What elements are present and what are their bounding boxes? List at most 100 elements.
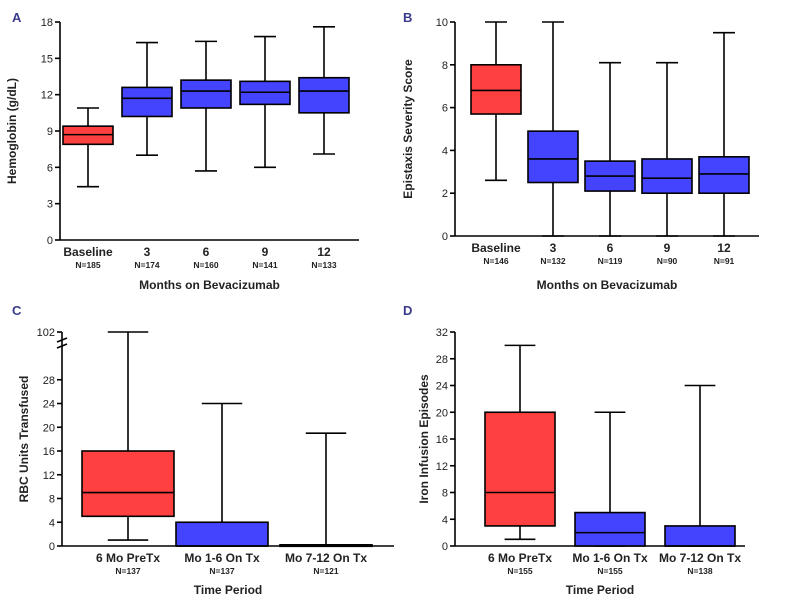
x-axis-title: Time Period	[194, 583, 262, 597]
x-category-label: 12	[717, 241, 731, 255]
x-category-label: 6 Mo PreTx	[96, 551, 160, 565]
sample-size-label: N=132	[540, 256, 566, 266]
y-tick-label: 28	[436, 354, 448, 366]
y-tick-label: 4	[442, 145, 448, 157]
x-category-label: Mo 1-6 On Tx	[572, 551, 648, 565]
sample-size-label: N=119	[598, 256, 623, 266]
y-tick-label: 12	[43, 470, 55, 482]
x-axis-title: Time Period	[566, 583, 634, 597]
x-category-label: Mo 7-12 On Tx	[659, 551, 741, 565]
x-category-label: Mo 1-6 On Tx	[184, 551, 260, 565]
x-category-label: 6	[203, 245, 210, 259]
y-tick-label: 9	[47, 126, 53, 138]
panel-letter: D	[403, 303, 412, 318]
iqr-box	[121, 86, 173, 118]
x-category-label: 3	[550, 241, 557, 255]
panel-a: A0369121518BaselineN=1853N=1746N=1609N=1…	[5, 10, 359, 292]
y-tick-label: 0	[442, 541, 448, 553]
sample-size-label: N=91	[714, 256, 735, 266]
box-a-4	[298, 26, 350, 155]
sample-size-label: N=155	[597, 566, 623, 576]
iqr-box	[180, 79, 232, 109]
sample-size-label: N=160	[193, 260, 219, 270]
y-tick-label: 20	[43, 422, 55, 434]
sample-size-label: N=137	[115, 566, 141, 576]
axis-break-mark	[56, 343, 68, 349]
axis-break-mark	[56, 337, 68, 343]
y-tick-label: 6	[442, 103, 448, 115]
y-tick-label: 24	[43, 399, 55, 411]
sample-size-label: N=90	[657, 256, 678, 266]
x-category-label: Baseline	[471, 241, 521, 255]
y-tick-label: 3	[47, 199, 53, 211]
y-tick-label: 28	[43, 375, 55, 387]
iqr-box	[527, 130, 579, 184]
iqr-box	[641, 158, 693, 195]
sample-size-label: N=174	[134, 260, 160, 270]
y-tick-label: 0	[49, 541, 55, 553]
y-tick-label: 10	[436, 17, 448, 29]
box-b-1	[527, 21, 579, 237]
iqr-box	[470, 64, 522, 115]
box-b-2	[584, 61, 636, 237]
y-axis-title: Epistaxis Severity Score	[401, 59, 415, 199]
box-c-1	[175, 402, 269, 547]
y-tick-label: 4	[49, 517, 55, 529]
iqr-box	[484, 411, 556, 527]
x-category-label: Mo 7-12 On Tx	[285, 551, 367, 565]
box-b-3	[641, 61, 693, 237]
panel-letter: B	[403, 10, 412, 25]
box-a-1	[121, 41, 173, 157]
box-d-2	[664, 384, 736, 547]
box-a-2	[180, 40, 232, 172]
box-d-0	[484, 344, 556, 541]
y-tick-label: 8	[442, 60, 448, 72]
y-tick-label: 24	[436, 381, 448, 393]
iqr-box	[298, 76, 350, 114]
sample-size-label: N=137	[209, 566, 235, 576]
box-b-0	[470, 21, 522, 182]
sample-size-label: N=185	[75, 260, 101, 270]
x-category-label: 3	[144, 245, 151, 259]
y-tick-label: 6	[47, 162, 53, 174]
iqr-box	[175, 521, 269, 547]
y-tick-label: 102	[37, 327, 55, 339]
x-axis-title: Months on Bevacizumab	[537, 278, 678, 292]
x-axis-title: Months on Bevacizumab	[139, 278, 280, 292]
y-axis-title: RBC Units Transfused	[17, 376, 31, 503]
box-d-1	[574, 411, 646, 547]
y-axis-title: Hemoglobin (g/dL)	[5, 78, 19, 184]
y-tick-label: 2	[442, 188, 448, 200]
x-category-label: 9	[664, 241, 671, 255]
y-tick-label: 12	[436, 461, 448, 473]
y-tick-label: 20	[436, 407, 448, 419]
panel-letter: A	[12, 10, 22, 25]
box-c-2	[279, 432, 373, 548]
x-category-label: 9	[262, 245, 269, 259]
box-a-3	[239, 35, 291, 169]
sample-size-label: N=146	[483, 256, 509, 266]
sample-size-label: N=121	[313, 566, 339, 576]
box-a-0	[62, 107, 114, 188]
sample-size-label: N=138	[687, 566, 713, 576]
x-category-label: 6	[607, 241, 614, 255]
y-tick-label: 0	[47, 235, 53, 247]
box-b-4	[698, 31, 750, 237]
sample-size-label: N=155	[507, 566, 533, 576]
y-tick-label: 8	[49, 494, 55, 506]
panel-b: B0246810BaselineN=1463N=1326N=1199N=9012…	[401, 10, 759, 292]
y-tick-label: 16	[43, 446, 55, 458]
iqr-box	[698, 156, 750, 195]
iqr-box	[574, 511, 646, 547]
y-tick-label: 32	[436, 327, 448, 339]
iqr-box	[81, 450, 175, 518]
y-tick-label: 18	[41, 17, 53, 29]
y-axis-title: Iron Infusion Episodes	[417, 374, 431, 504]
y-tick-label: 4	[442, 514, 448, 526]
sample-size-label: N=141	[252, 260, 278, 270]
x-category-label: 6 Mo PreTx	[488, 551, 552, 565]
y-tick-label: 0	[442, 231, 448, 243]
